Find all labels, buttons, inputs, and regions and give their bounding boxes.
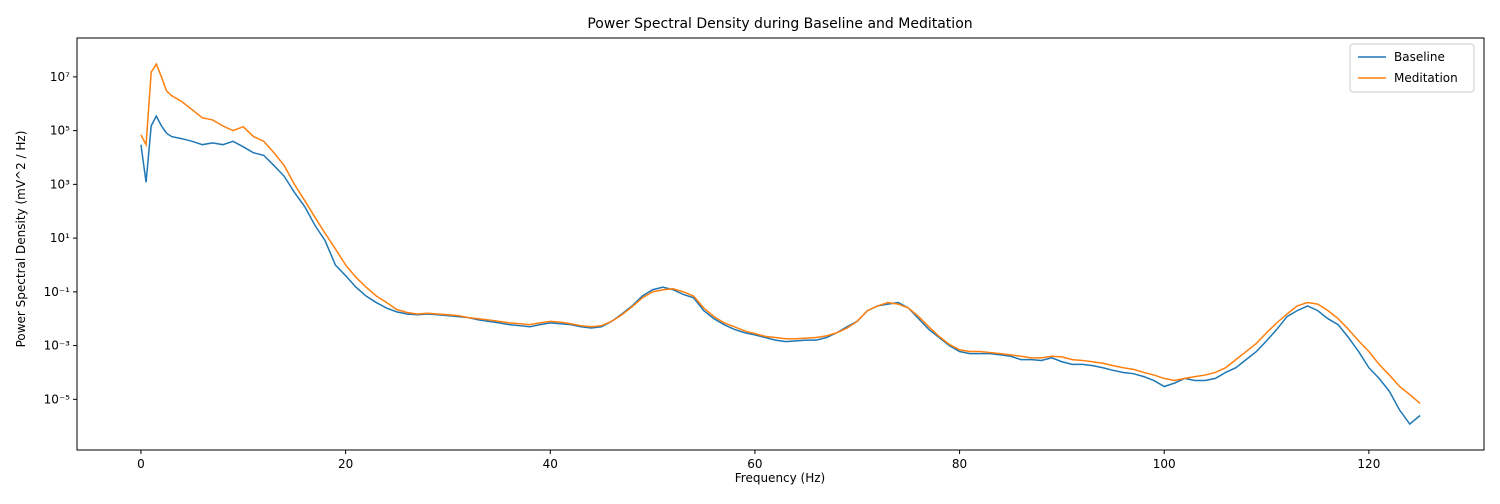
x-tick-label: 100 [1153,457,1176,471]
y-tick-label: 10⁻⁵ [44,392,71,406]
y-tick-label: 10⁻¹ [44,285,71,299]
chart-title: Power Spectral Density during Baseline a… [587,16,972,32]
legend-box [1349,43,1475,93]
y-tick-label: 10¹ [50,231,70,245]
x-tick-label: 40 [543,457,558,471]
x-tick-label: 120 [1357,457,1380,471]
legend-label: Baseline [1394,50,1445,64]
legend-label: Meditation [1394,71,1458,85]
x-tick-label: 20 [338,457,353,471]
x-axis-label: Frequency (Hz) [735,471,826,485]
y-tick-label: 10⁻³ [44,339,71,353]
legend: Baseline Meditation [1349,43,1475,93]
y-axis-label: Power Spectral Density (mV^2 / Hz) [14,131,28,348]
plot-area [76,37,1485,451]
y-tick-label: 10⁵ [50,124,70,138]
x-tick-label: 60 [747,457,762,471]
x-tick-label: 0 [137,457,145,471]
y-tick-label: 10⁷ [50,70,70,84]
data-line [140,114,1421,426]
y-tick-label: 10³ [50,177,70,191]
x-tick-label: 80 [952,457,967,471]
data-line [140,62,1421,405]
